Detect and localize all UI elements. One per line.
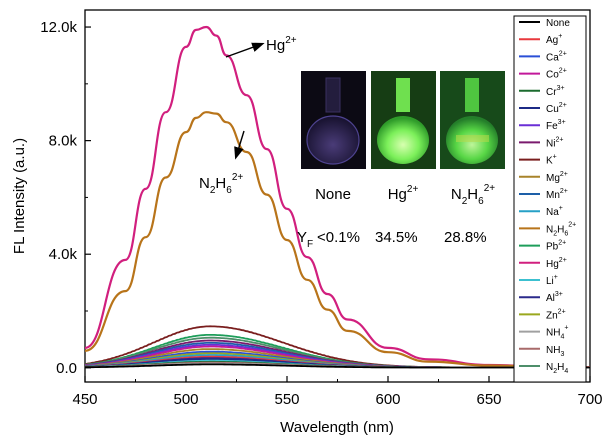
x-tick-label: 500 — [173, 391, 198, 408]
legend-entry: N2H62+ — [546, 221, 576, 237]
legend-entry: N2H4 — [546, 362, 568, 375]
yield-hg: 34.5% — [375, 229, 418, 246]
legend-entry: Mg2+ — [546, 171, 568, 184]
legend-entry: Mn2+ — [546, 188, 568, 201]
x-tick-label: 700 — [577, 391, 602, 408]
x-tick-label: 550 — [274, 391, 299, 408]
legend-entry: Cu2+ — [546, 102, 567, 115]
flask-photo-none — [301, 71, 366, 169]
legend-entry: Li+ — [546, 274, 558, 287]
inset-photos — [301, 71, 505, 169]
legend-entry: Na+ — [546, 205, 563, 218]
legend-entry: Ni2+ — [546, 136, 563, 149]
series-line — [84, 111, 591, 369]
inset-label-none: None — [315, 186, 351, 203]
n2h6-arrow — [234, 130, 245, 160]
legend-entry: K+ — [546, 154, 557, 167]
series-lines — [84, 25, 591, 369]
hg-annotation: Hg2+ — [266, 35, 297, 54]
x-axis-ticks: 450 500 550 600 650 700 — [72, 376, 603, 408]
hg-arrow — [225, 42, 265, 58]
y-tick-label: 12.0k — [40, 19, 77, 36]
legend: None Ag+ Ca2+ Co2+ Cr3+ Cu2+ Fe3+ Ni2+ K+ Mg2+ Mn2… — [513, 15, 587, 383]
legend-entry: Ca2+ — [546, 50, 567, 63]
legend-entry: Fe3+ — [546, 119, 566, 132]
x-tick-label: 650 — [476, 391, 501, 408]
y-axis-label: FL Intensity (a.u.) — [11, 138, 28, 254]
x-tick-label: 450 — [72, 391, 97, 408]
n2h6-annotation: N2H62+ — [199, 172, 243, 196]
flask-photo-hg — [371, 71, 436, 169]
legend-entry: Pb2+ — [546, 240, 566, 253]
series-line — [84, 25, 591, 369]
x-tick-label: 600 — [375, 391, 400, 408]
legend-entry: Cr3+ — [546, 85, 565, 98]
y-tick-label: 8.0k — [49, 133, 78, 150]
legend-entry: Zn2+ — [546, 308, 566, 321]
legend-entry: Al3+ — [546, 291, 563, 304]
inset-label-n2h6: N2H62+ — [451, 183, 495, 207]
yield-n2h6: 28.8% — [444, 229, 487, 246]
y-axis-ticks: 0.0 4.0k 8.0k 12.0k — [40, 19, 91, 377]
legend-entry: None — [546, 18, 570, 29]
legend-entry: Co2+ — [546, 68, 567, 81]
series-line — [85, 363, 590, 369]
y-tick-label: 4.0k — [49, 246, 78, 263]
yield-symbol: YF — [297, 229, 313, 250]
legend-entry: Hg2+ — [546, 257, 567, 270]
legend-entry: NH4+ — [546, 325, 568, 341]
legend-entry: NH3 — [546, 345, 564, 358]
legend-entry: Ag+ — [546, 33, 562, 46]
x-axis-label: Wavelength (nm) — [280, 419, 394, 436]
legend-box — [513, 15, 587, 383]
flask-photo-n2h6 — [440, 71, 505, 169]
yield-none: <0.1% — [317, 229, 360, 246]
inset-label-hg: Hg2+ — [388, 184, 419, 203]
y-tick-label: 0.0 — [56, 360, 77, 377]
